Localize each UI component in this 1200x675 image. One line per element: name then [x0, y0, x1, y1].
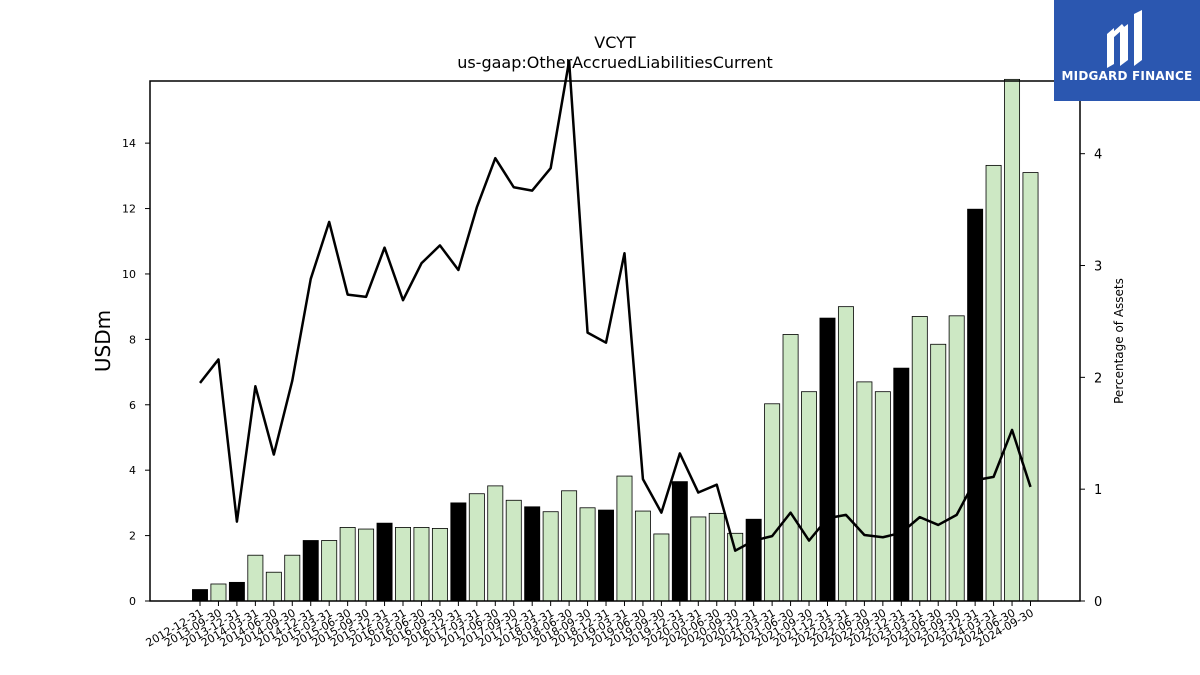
- y-tick-label: 4: [129, 464, 136, 477]
- bar: [358, 528, 375, 602]
- x-axis: 2012-12-312013-09-302013-12-312014-03-31…: [144, 601, 1036, 650]
- y2-tick-label: 4: [1094, 148, 1102, 163]
- bar: [671, 481, 688, 602]
- bar: [837, 306, 854, 602]
- y2-tick-label: 3: [1094, 260, 1102, 275]
- bar: [1004, 78, 1021, 602]
- line-layer: [199, 59, 1032, 552]
- bar: [376, 522, 393, 602]
- bar: [321, 540, 338, 602]
- bar: [967, 208, 984, 602]
- chart-subtitle: us-gaap:OtherAccruedLiabilitiesCurrent: [457, 53, 773, 72]
- y-tick-label: 6: [129, 399, 136, 412]
- bar: [431, 528, 448, 602]
- chart-title: VCYT: [594, 33, 636, 52]
- brand-logo: MIDGARD FINANCE: [1054, 0, 1200, 101]
- bar: [893, 367, 910, 602]
- bar: [653, 533, 670, 602]
- bar: [801, 391, 817, 602]
- bar: [487, 485, 504, 602]
- bar: [874, 391, 891, 602]
- y-tick-label: 8: [129, 333, 136, 346]
- bar: [930, 343, 947, 602]
- bar: [302, 540, 319, 602]
- bar: [413, 527, 430, 602]
- y2-tick-label: 0: [1094, 595, 1102, 610]
- bar: [782, 334, 799, 602]
- bar: [948, 315, 965, 602]
- bar: [579, 507, 596, 602]
- y2-axis-label: Percentage of Assets: [1112, 278, 1126, 404]
- plot-frame: [149, 80, 1081, 602]
- bar: [911, 316, 928, 602]
- bar: [598, 509, 614, 602]
- bar: [524, 506, 541, 602]
- y2-axis: 0 1 2 3 4: [1080, 148, 1102, 610]
- bar: [616, 475, 633, 602]
- bar: [727, 532, 744, 602]
- y2-tick-label: 1: [1094, 483, 1102, 498]
- y-axis: 0 2 4 6 8 10 12 14: [122, 137, 150, 608]
- bar: [228, 581, 245, 602]
- bar: [468, 493, 485, 602]
- logo-mark-icon: [1107, 10, 1142, 68]
- y2-tick-label: 2: [1094, 371, 1102, 386]
- bar: [247, 554, 264, 602]
- logo-text: MIDGARD FINANCE: [1061, 69, 1193, 83]
- bar: [395, 527, 411, 602]
- bar: [210, 583, 227, 602]
- bar-group: [192, 78, 1039, 602]
- bar: [1022, 172, 1039, 602]
- bar: [690, 516, 707, 602]
- bar: [284, 554, 301, 602]
- bar: [450, 502, 467, 602]
- bar: [856, 381, 873, 602]
- bar: [819, 317, 836, 602]
- bar: [634, 510, 651, 602]
- series-line: [199, 59, 1032, 552]
- y-tick-label: 10: [122, 268, 136, 281]
- bar: [561, 490, 578, 602]
- bar: [192, 589, 208, 602]
- bar: [708, 512, 725, 602]
- bar: [745, 518, 762, 602]
- bar: [265, 571, 282, 602]
- bar: [339, 527, 356, 602]
- y-axis-label: USDm: [91, 310, 115, 372]
- y-tick-label: 2: [129, 530, 136, 543]
- bar: [985, 164, 1002, 602]
- y-tick-label: 14: [122, 137, 136, 150]
- bar: [505, 499, 522, 602]
- bar: [542, 511, 559, 602]
- y-tick-label: 0: [129, 595, 136, 608]
- y-tick-label: 12: [122, 203, 136, 216]
- bar: [764, 403, 781, 602]
